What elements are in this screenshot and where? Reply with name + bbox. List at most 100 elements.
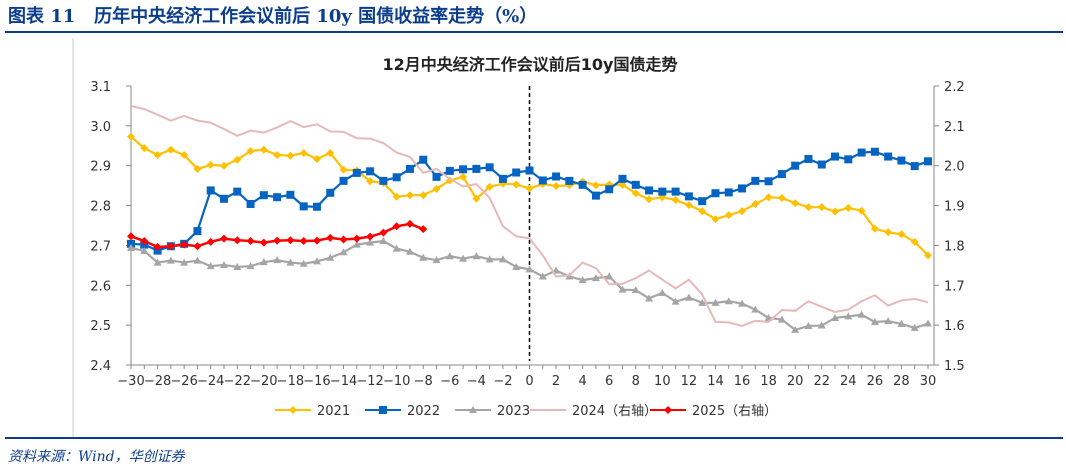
data-point-2021: [392, 192, 401, 201]
data-point-2025: [339, 235, 348, 244]
data-point-2022: [897, 156, 906, 165]
data-point-2023: [153, 258, 162, 266]
x-tick-label: 22: [813, 374, 830, 389]
data-point-2021: [273, 150, 282, 159]
data-point-2021: [419, 191, 428, 200]
data-point-2021: [844, 203, 853, 212]
data-point-2023: [777, 315, 786, 323]
data-point-2022: [817, 160, 826, 169]
data-point-2025: [127, 232, 135, 241]
x-tick-label: 4: [578, 374, 586, 389]
data-point-2022: [233, 187, 242, 196]
data-point-2021: [645, 195, 654, 204]
y-right-tick-label: 1.5: [944, 359, 965, 374]
data-point-2022: [671, 187, 680, 196]
data-point-2022: [924, 157, 932, 166]
data-point-2021: [751, 199, 760, 208]
data-point-2021: [512, 180, 521, 189]
legend-marker: [289, 406, 297, 414]
x-tick-label: 28: [893, 374, 910, 389]
data-point-2023: [219, 260, 228, 268]
x-tick-label: −6: [440, 374, 459, 389]
data-point-2025: [286, 236, 295, 245]
legend-label: 2021: [317, 404, 350, 419]
data-point-2023: [180, 258, 189, 266]
legend-label: 2025（右轴）: [692, 404, 777, 419]
data-point-2023: [870, 317, 879, 325]
data-point-2025: [206, 237, 215, 246]
data-point-2023: [711, 298, 720, 306]
legend-item-2021: 2021: [275, 404, 350, 419]
data-point-2021: [485, 182, 494, 191]
data-point-2023: [206, 262, 215, 270]
data-point-2023: [273, 256, 282, 264]
data-point-2023: [844, 312, 853, 320]
data-point-2021: [804, 203, 813, 212]
data-point-2022: [366, 167, 375, 176]
data-point-2023: [419, 253, 428, 261]
data-point-2022: [286, 190, 295, 199]
data-point-2025: [299, 237, 308, 246]
legend-item-2025: 2025（右轴）: [650, 404, 777, 419]
data-point-2022: [326, 188, 335, 197]
legend-label: 2023: [497, 404, 530, 419]
data-point-2025: [180, 240, 189, 249]
x-tick-label: −30: [117, 374, 144, 389]
x-tick-label: −22: [224, 374, 251, 389]
data-point-2022: [246, 199, 255, 208]
data-point-2021: [180, 150, 189, 159]
data-point-2025: [259, 238, 268, 247]
data-point-2022: [405, 164, 414, 173]
data-point-2022: [339, 176, 348, 185]
data-point-2022: [432, 172, 441, 181]
data-point-2021: [791, 199, 800, 208]
data-point-2022: [910, 162, 919, 171]
data-point-2022: [831, 152, 840, 161]
data-point-2023: [405, 247, 414, 255]
data-point-2023: [791, 325, 800, 333]
data-point-2023: [432, 256, 441, 264]
data-point-2025: [366, 232, 375, 241]
data-point-2021: [857, 206, 866, 215]
x-tick-label: 6: [605, 374, 613, 389]
legend-marker: [664, 406, 672, 414]
data-point-2021: [299, 148, 308, 157]
data-point-2021: [405, 191, 414, 200]
data-point-2022: [193, 227, 202, 236]
data-point-2021: [127, 132, 135, 141]
data-point-2021: [219, 161, 228, 170]
data-point-2023: [299, 259, 308, 267]
data-point-2022: [565, 176, 574, 185]
data-point-2021: [724, 211, 733, 220]
data-point-2023: [591, 274, 600, 282]
data-point-2021: [166, 145, 175, 154]
legend-item-2023: 2023: [455, 404, 530, 419]
x-tick-label: −14: [330, 374, 357, 389]
x-tick-label: −20: [250, 374, 277, 389]
data-point-2022: [352, 168, 361, 177]
x-tick-label: −12: [356, 374, 383, 389]
data-point-2022: [485, 163, 494, 172]
x-tick-label: −16: [303, 374, 330, 389]
x-tick-label: 18: [760, 374, 777, 389]
y-right-tick-label: 1.8: [944, 239, 965, 254]
legend-marker: [469, 406, 477, 413]
data-point-2021: [631, 189, 640, 198]
data-point-2025: [246, 237, 255, 246]
data-point-2021: [472, 194, 481, 203]
data-point-2023: [804, 321, 813, 329]
x-tick-label: −18: [277, 374, 304, 389]
x-tick-label: 0: [525, 374, 533, 389]
data-point-2021: [711, 215, 720, 224]
data-point-2021: [459, 172, 468, 181]
x-tick-label: 14: [707, 374, 724, 389]
data-point-2023: [366, 238, 375, 246]
data-point-2025: [193, 242, 202, 251]
data-point-2021: [153, 150, 162, 159]
data-point-2025: [219, 234, 228, 243]
data-point-2022: [538, 176, 547, 185]
data-point-2021: [246, 146, 255, 155]
data-point-2022: [645, 186, 654, 195]
x-tick-label: 20: [787, 374, 804, 389]
